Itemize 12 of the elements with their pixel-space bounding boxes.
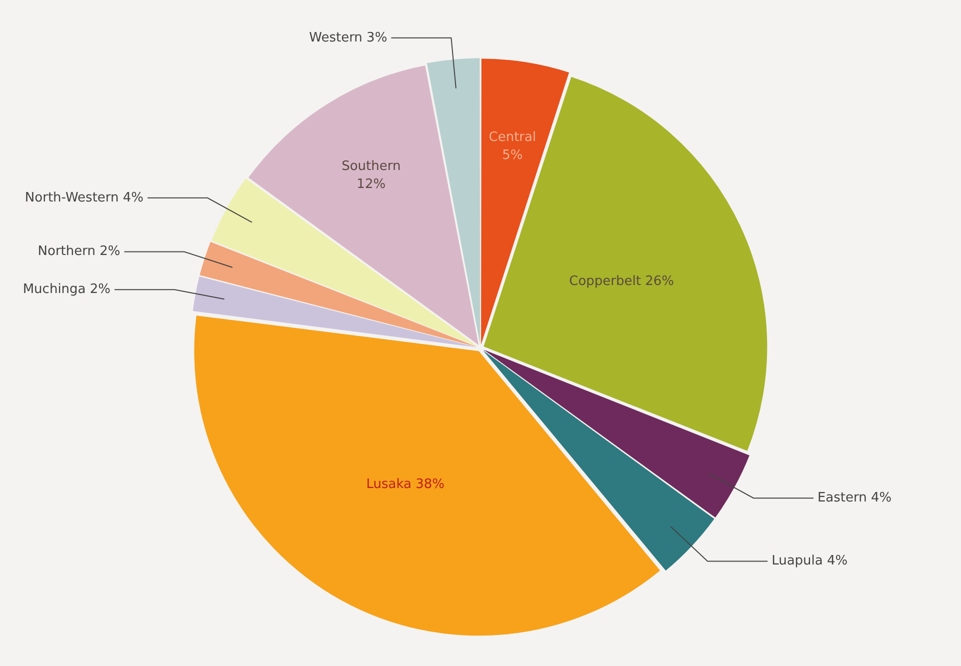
slice-label: Eastern 4% (817, 490, 892, 506)
slice-label: Southern (342, 159, 401, 174)
slice-label: Luapula 4% (772, 554, 848, 569)
slice-label: Muchinga 2% (22, 282, 111, 298)
slice-label: Western 3% (309, 30, 388, 46)
slice-label: Lusaka 38% (366, 477, 445, 492)
data-label: 12% (356, 177, 386, 192)
data-label: 5% (502, 148, 523, 163)
slice-label: Northern 2% (38, 244, 120, 260)
slice-label: Copperbelt 26% (569, 274, 674, 289)
slice-label: North-Western 4% (24, 190, 144, 206)
slice-label: Central (488, 130, 536, 145)
